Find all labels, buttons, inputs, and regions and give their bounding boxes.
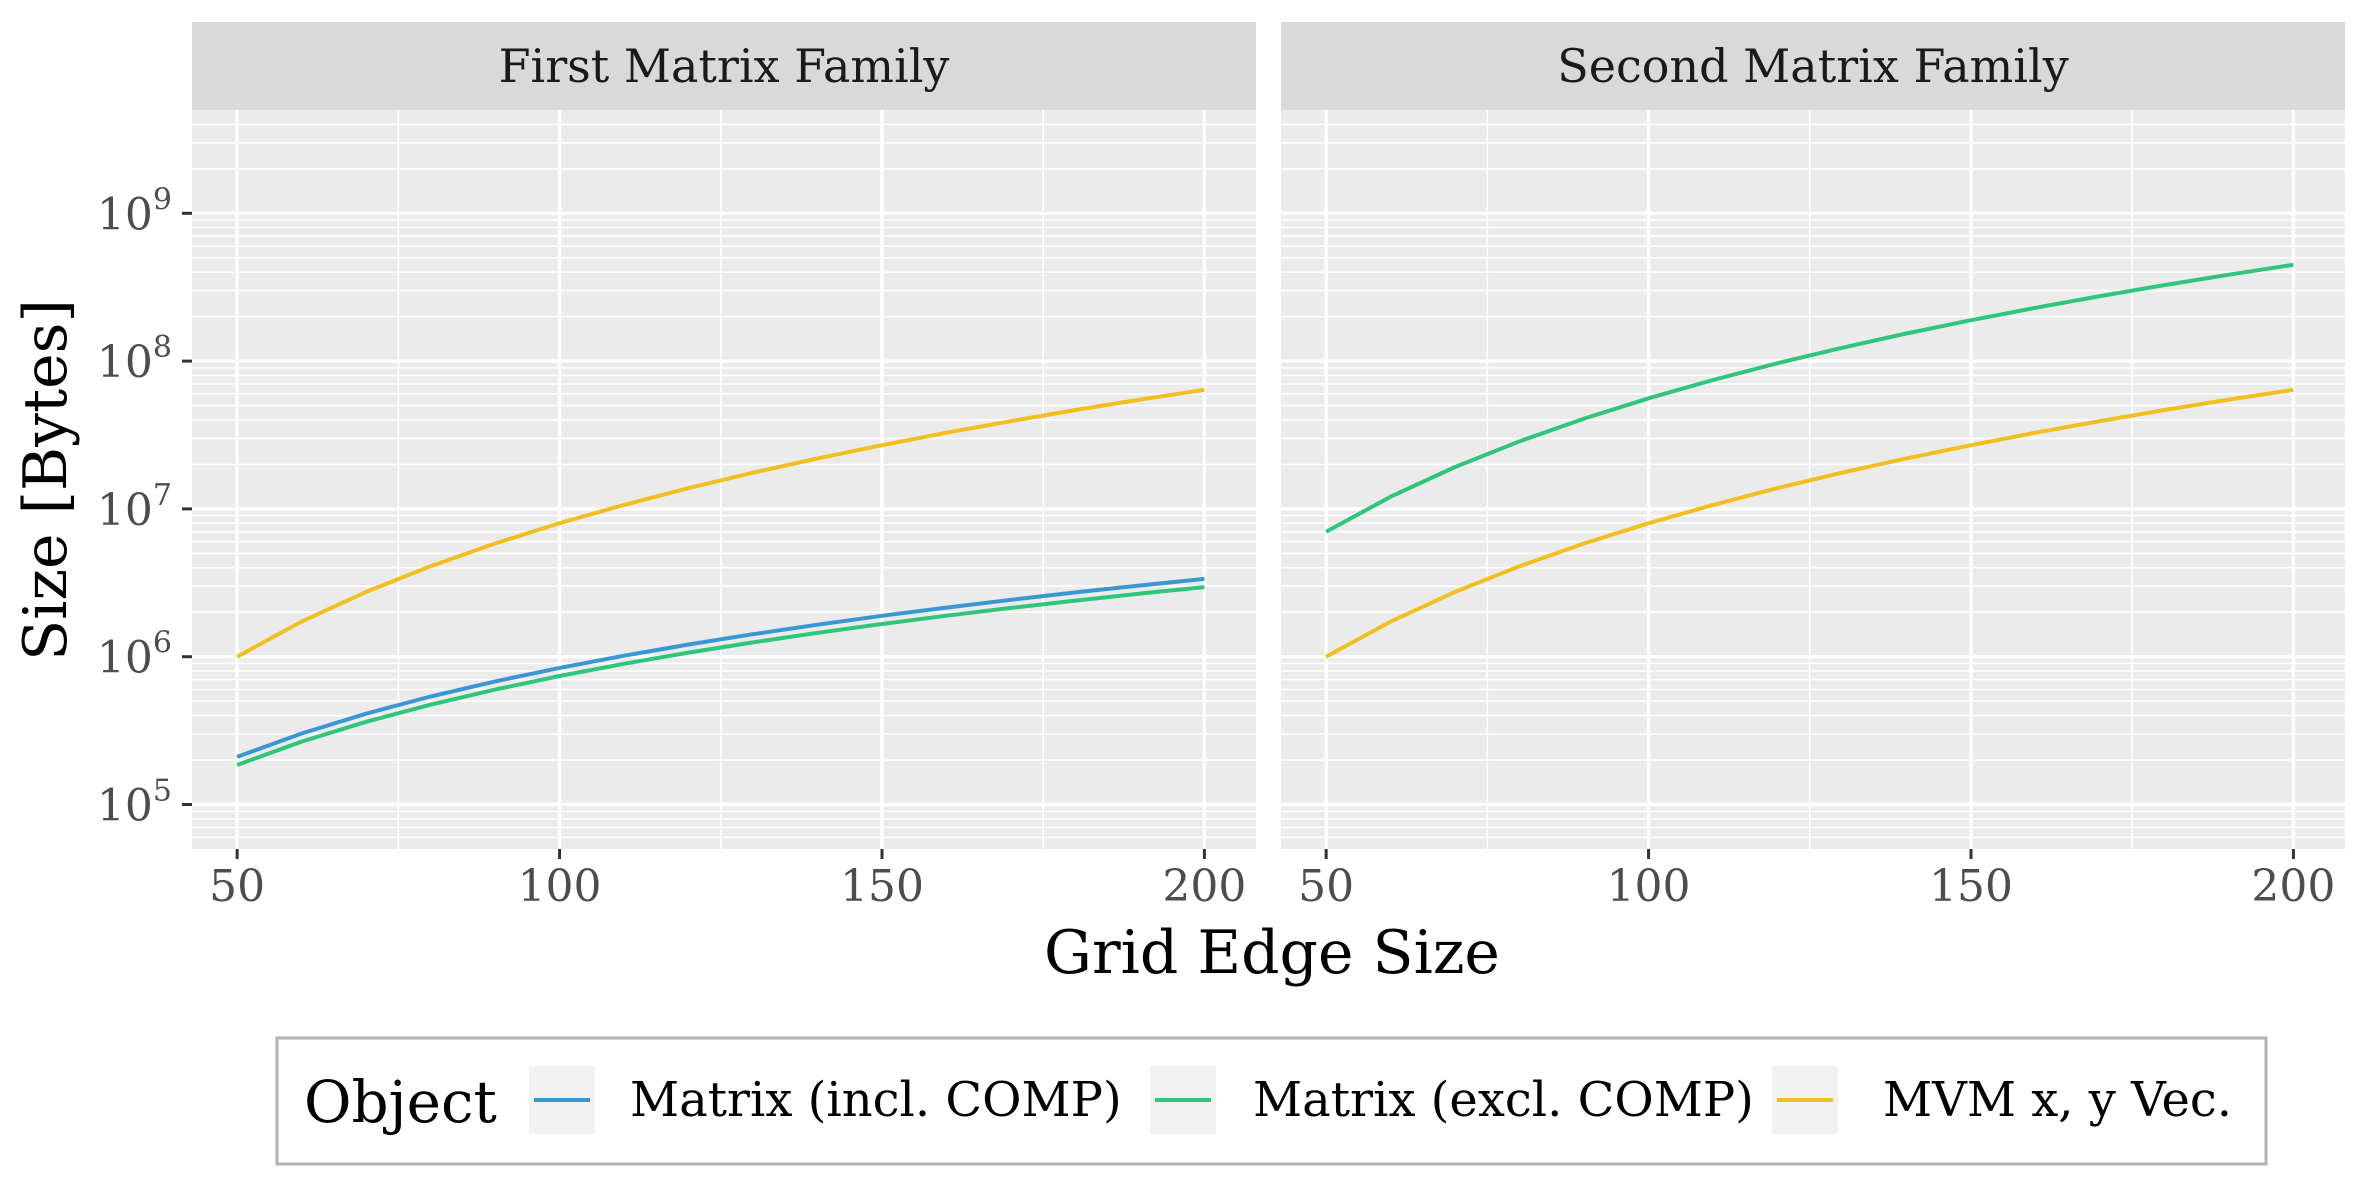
x-axis: 50 100 150 200 50 100 150 200	[209, 849, 2335, 912]
legend: Object Matrix (incl. COMP) Matrix (excl. …	[275, 1036, 2268, 1166]
legend-entry-incl: Matrix (incl. COMP)	[529, 1066, 1122, 1134]
y-tick-label: 106	[97, 626, 172, 684]
series-line-mvm	[1325, 387, 2294, 659]
x-tick-label: 100	[1607, 861, 1691, 912]
y-axis-title: Size [Bytes]	[11, 299, 81, 661]
legend-label: Matrix (excl. COMP)	[1253, 1072, 1754, 1128]
facet-strip-label: First Matrix Family	[499, 39, 950, 93]
legend-entry-mvm: MVM x, y Vec.	[1772, 1066, 2232, 1134]
legend-entry-excl: Matrix (excl. COMP)	[1150, 1066, 1754, 1134]
x-tick-label: 200	[2251, 861, 2335, 912]
panels-layer: First Matrix Family Second Matrix Family	[192, 22, 2345, 849]
legend-label: Matrix (incl. COMP)	[630, 1072, 1122, 1128]
x-tick-label: 150	[1929, 861, 2013, 912]
y-axis: 105 106 107 108 109	[97, 182, 192, 832]
legend-entries: Matrix (incl. COMP) Matrix (excl. COMP) MV…	[529, 1066, 2232, 1134]
facet-strip	[1281, 22, 2345, 110]
y-tick-label: 105	[97, 774, 172, 832]
x-tick-label: 150	[840, 861, 924, 912]
facet-strip-label: Second Matrix Family	[1557, 39, 2068, 93]
x-tick-label: 50	[1298, 861, 1354, 912]
y-tick-label: 109	[97, 182, 172, 240]
series-line-incl	[236, 576, 1205, 759]
x-axis-title: Grid Edge Size	[1044, 918, 1500, 988]
legend-box	[275, 1036, 2268, 1166]
facet-panel-2: Second Matrix Family	[1281, 22, 2345, 849]
x-tick-label: 100	[518, 861, 602, 912]
facet-strip	[192, 22, 1256, 110]
series-line-excl	[236, 585, 1205, 767]
y-tick-label: 107	[97, 478, 172, 536]
x-tick-label: 50	[209, 861, 265, 912]
legend-label: MVM x, y Vec.	[1883, 1072, 2232, 1128]
series-line-excl	[1325, 262, 2294, 534]
x-tick-label: 200	[1162, 861, 1246, 912]
series-line-mvm	[236, 387, 1205, 659]
facet-panel-1: First Matrix Family	[192, 22, 1256, 849]
y-tick-label: 108	[97, 330, 172, 388]
legend-title: Object	[304, 1068, 497, 1136]
